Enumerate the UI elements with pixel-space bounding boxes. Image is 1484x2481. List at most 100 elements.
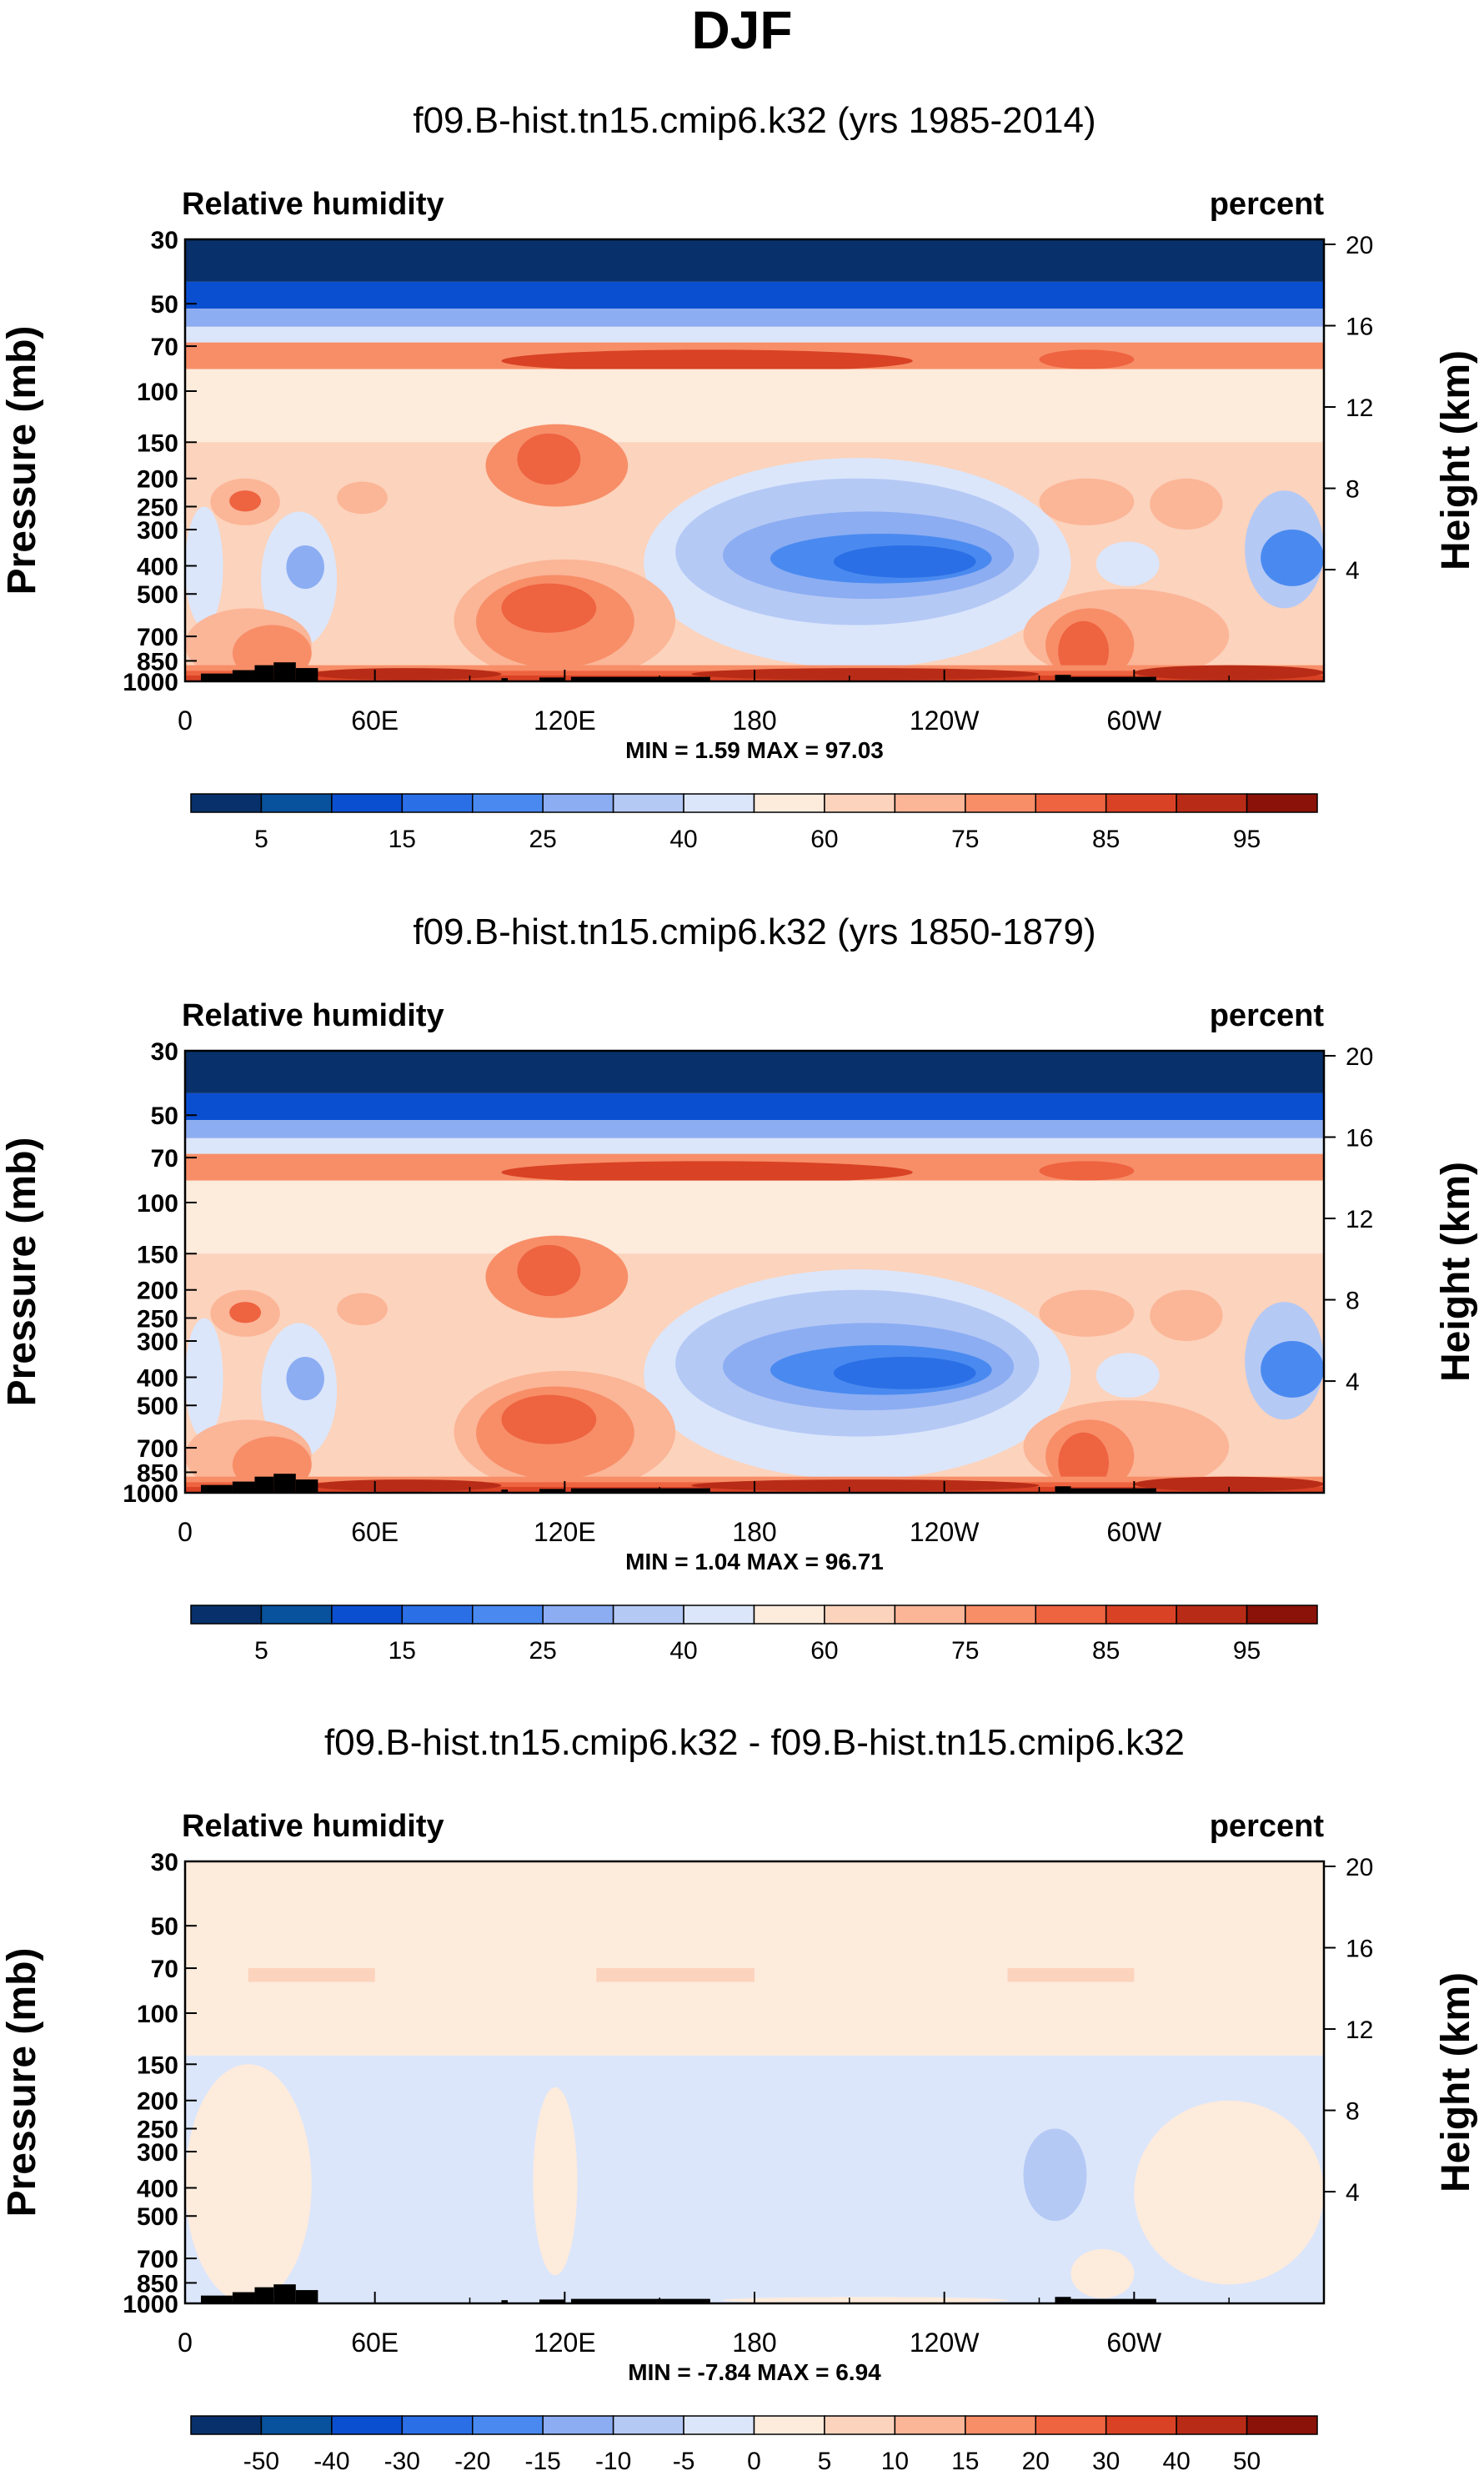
- chart-panel: f09.B-hist.tn15.cmip6.k32 - f09.B-hist.t…: [0, 1722, 1478, 2475]
- colorbar-swatch: [894, 2415, 966, 2435]
- colorbar-swatch: [331, 2415, 404, 2435]
- dry-region-atlantic: [185, 506, 223, 627]
- colorbar-label: -50: [243, 2448, 279, 2475]
- dry-region-atlantic: [1261, 1341, 1324, 1398]
- colorbar-swatch: [1176, 1605, 1248, 1625]
- height-tick-label: 12: [1346, 394, 1373, 422]
- y-tick-label: 100: [137, 2001, 178, 2028]
- colorbar-swatch: [542, 1605, 614, 1625]
- y-tick-label: 1000: [123, 669, 178, 696]
- chart-panel: f09.B-hist.tn15.cmip6.k32 (yrs 1985-2014…: [0, 100, 1478, 853]
- moist-spot: [517, 433, 581, 485]
- y-tick-label: 100: [137, 1190, 178, 1218]
- stratosphere-band: [185, 1120, 1324, 1138]
- y-tick-label: 700: [137, 2246, 178, 2273]
- x-tick-label: 0: [178, 706, 193, 736]
- colorbar-swatch: [190, 1605, 263, 1625]
- colorbar-swatch: [965, 1605, 1036, 1625]
- colorbar-swatch: [542, 2415, 614, 2435]
- y-tick-label: 150: [137, 1241, 178, 1268]
- topography: [539, 1489, 565, 1493]
- y-tick-label: 500: [137, 581, 178, 609]
- colorbar-label: 15: [951, 2448, 979, 2475]
- topography: [273, 2284, 296, 2303]
- x-tick-label: 120E: [534, 706, 596, 736]
- topography: [232, 670, 255, 681]
- topography: [570, 1488, 710, 1493]
- colorbar-swatch: [824, 2415, 896, 2435]
- moist-spot: [337, 481, 388, 515]
- colorbar-label: 20: [1022, 2448, 1050, 2475]
- positive-region: [533, 2087, 578, 2276]
- tropopause-max: [1039, 1161, 1135, 1181]
- colorbar-swatch: [824, 793, 896, 813]
- moist-spot: [1150, 478, 1223, 530]
- colorbar-label: -30: [384, 2448, 420, 2475]
- y-tick-label: 150: [137, 2052, 178, 2079]
- colorbar-label: 40: [1162, 2448, 1190, 2475]
- topography: [273, 1474, 296, 1493]
- y-tick-label: 300: [137, 517, 178, 545]
- panel-title: f09.B-hist.tn15.cmip6.k32 (yrs 1850-1879…: [413, 912, 1095, 952]
- topography: [254, 665, 274, 681]
- colorbar-label: 60: [810, 1637, 838, 1665]
- y-tick-label: 70: [151, 1956, 178, 1983]
- colorbar-swatch: [472, 1605, 544, 1625]
- topography: [539, 677, 565, 681]
- positive-region: [1070, 2248, 1135, 2298]
- y-tick-label: 700: [137, 1435, 178, 1463]
- colorbar-swatch: [683, 793, 755, 813]
- y-tick-label: 1000: [123, 1480, 178, 1508]
- dry-region-pacific: [833, 1356, 976, 1389]
- topography: [539, 2299, 565, 2303]
- colorbar: -50 -40 -30 -20 -15 -10 -5 0 5 10 15 20 30 40 50: [190, 2415, 1318, 2475]
- height-tick-label: 16: [1346, 314, 1373, 341]
- colorbar-label: -15: [525, 2448, 561, 2475]
- topography: [200, 673, 233, 681]
- y-tick-label: 1000: [123, 2291, 178, 2318]
- field-name-label: Relative humidity: [182, 187, 444, 222]
- y-tick-label: 850: [137, 1459, 178, 1487]
- x-tick-label: 120W: [910, 1517, 980, 1547]
- colorbar-label: 30: [1092, 2448, 1120, 2475]
- tropopause-trace: [596, 1968, 755, 1982]
- colorbar-swatch: [894, 1605, 966, 1625]
- colorbar-swatch: [401, 793, 474, 813]
- y-tick-label: 300: [137, 2139, 178, 2167]
- topography: [254, 1476, 274, 1493]
- colorbar-label: -20: [454, 2448, 490, 2475]
- y-axis-right-title: Height (km): [1434, 1972, 1478, 2192]
- y-tick-label: 30: [151, 227, 178, 254]
- stratosphere-band: [185, 281, 1324, 309]
- height-tick-label: 20: [1346, 232, 1373, 259]
- topography: [1055, 2297, 1071, 2303]
- upper-layer: [185, 369, 1324, 443]
- colorbar-label: 0: [747, 2448, 761, 2475]
- field-name-label: Relative humidity: [182, 998, 444, 1033]
- y-tick-label: 200: [137, 466, 178, 494]
- tropopause-trace: [248, 1968, 375, 1982]
- units-label: percent: [1210, 998, 1325, 1033]
- height-tick-label: 4: [1346, 1369, 1360, 1396]
- colorbar-label: 50: [1233, 2448, 1261, 2475]
- y-tick-label: 50: [151, 1913, 178, 1941]
- stratosphere-band: [185, 1138, 1324, 1154]
- colorbar-swatch: [965, 2415, 1036, 2435]
- topography: [1055, 1486, 1071, 1493]
- colorbar-label: 15: [389, 826, 416, 853]
- field-name-label: Relative humidity: [182, 1809, 444, 1844]
- colorbar-label: 75: [951, 826, 979, 853]
- moist-spot: [1150, 1289, 1223, 1342]
- positive-upper: [185, 1861, 1324, 2056]
- upper-layer: [185, 1180, 1324, 1254]
- colorbar-swatch: [401, 1605, 474, 1625]
- boundary-layer-max: [691, 668, 1040, 681]
- stratosphere-band: [185, 1051, 1324, 1093]
- topography: [200, 1484, 233, 1493]
- colorbar-swatch: [542, 793, 614, 813]
- y-tick-label: 400: [137, 554, 178, 581]
- colorbar-swatch: [753, 2415, 825, 2435]
- units-label: percent: [1210, 1809, 1325, 1844]
- height-tick-label: 12: [1346, 1206, 1373, 1233]
- height-tick-label: 4: [1346, 557, 1360, 585]
